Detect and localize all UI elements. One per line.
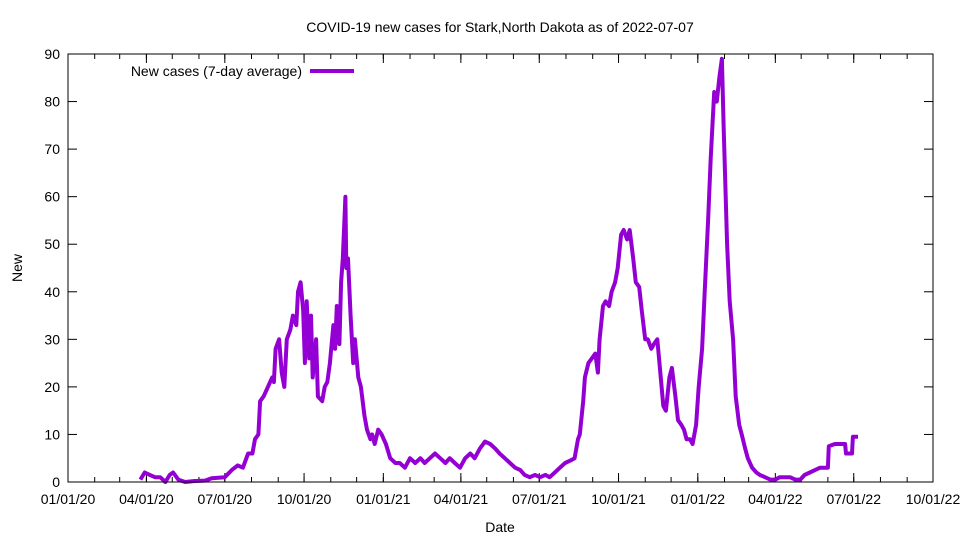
y-tick-label: 50 <box>44 236 60 252</box>
x-tick-label: 04/01/21 <box>434 491 489 507</box>
series-line <box>138 56 858 484</box>
x-tick-label: 07/01/21 <box>512 491 567 507</box>
x-tick-label: 07/01/22 <box>826 491 881 507</box>
x-axis-label: Date <box>485 519 515 535</box>
y-tick-label: 60 <box>44 189 60 205</box>
y-tick-label: 90 <box>44 46 60 62</box>
x-tick-label: 10/01/22 <box>906 491 960 507</box>
y-axis-label: New <box>9 253 25 282</box>
legend: New cases (7-day average) <box>131 63 354 79</box>
x-tick-label: 10/01/21 <box>591 491 646 507</box>
x-tick-label: 04/01/22 <box>748 491 803 507</box>
x-tick-label: 01/01/22 <box>671 491 726 507</box>
x-tick-label: 01/01/21 <box>356 491 411 507</box>
y-tick-label: 30 <box>44 331 60 347</box>
x-tick-label: 04/01/20 <box>119 491 174 507</box>
plot-border <box>67 53 934 483</box>
axes: 0 10 20 30 40 50 60 70 80 90 01/01/20 04/01/20 07/01… <box>41 46 960 507</box>
series <box>138 56 858 484</box>
y-tick-label: 70 <box>44 141 60 157</box>
x-tick-label: 10/01/20 <box>277 491 332 507</box>
legend-label: New cases (7-day average) <box>131 63 302 79</box>
y-tick-label: 20 <box>44 379 60 395</box>
chart-title: COVID-19 new cases for Stark,North Dakot… <box>306 19 694 35</box>
y-tick-label: 40 <box>44 284 60 300</box>
y-tick-label: 0 <box>52 474 60 490</box>
y-tick-label: 10 <box>44 426 60 442</box>
x-tick-label: 07/01/20 <box>198 491 253 507</box>
x-tick-label: 01/01/20 <box>41 491 96 507</box>
y-tick-label: 80 <box>44 94 60 110</box>
